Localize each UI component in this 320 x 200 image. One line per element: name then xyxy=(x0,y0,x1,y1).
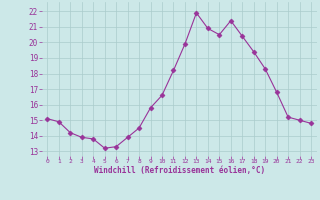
X-axis label: Windchill (Refroidissement éolien,°C): Windchill (Refroidissement éolien,°C) xyxy=(94,166,265,175)
